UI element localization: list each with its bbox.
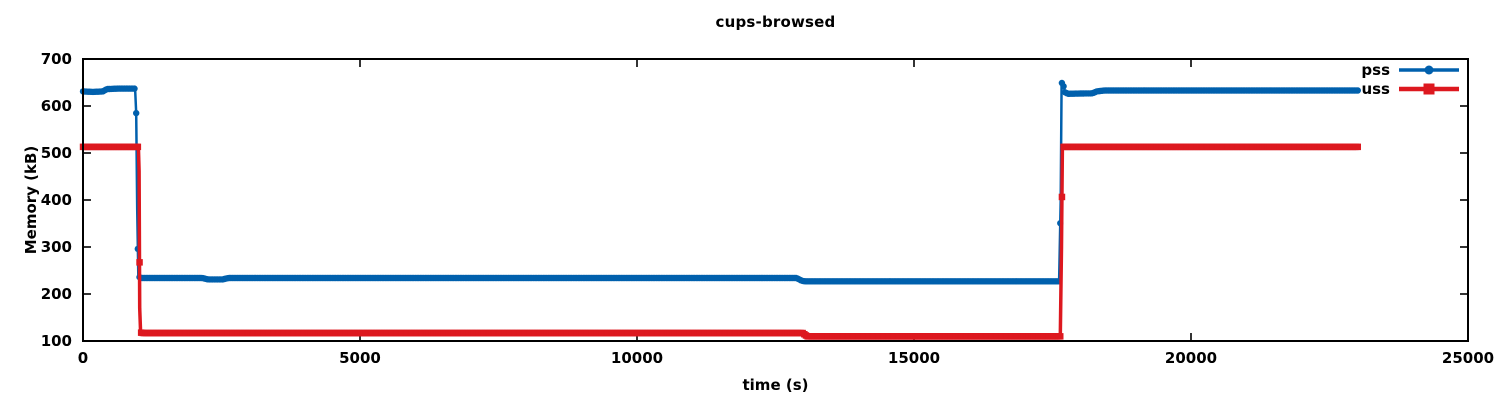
series-uss-points [79,143,1361,340]
y-tick-label: 700 [41,50,72,68]
y-tick-label: 300 [41,238,72,256]
legend-marker-pss-icon [1424,65,1434,75]
legend-item-pss: pss [1361,61,1459,79]
y-tick-label: 600 [41,97,72,115]
x-axis-label: time (s) [742,376,809,394]
y-axis-label: Memory (kB) [22,145,40,255]
y-tick-label: 500 [41,144,72,162]
y-tick-label: 200 [41,285,72,303]
series-uss-line [83,145,1359,339]
x-tick-label: 10000 [611,349,663,367]
series-pss-line [82,81,1359,283]
series-pss-points [79,79,1362,285]
legend-item-uss: uss [1361,80,1459,98]
legend-label-uss: uss [1361,80,1390,98]
x-tick-label: 20000 [1165,349,1217,367]
x-tick-label: 15000 [888,349,940,367]
legend-label-pss: pss [1361,61,1390,79]
plot-border [82,58,1469,342]
legend-marker-uss-icon [1423,83,1435,95]
x-tick-label: 5000 [339,349,381,367]
chart-title: cups-browsed [715,13,836,31]
x-tick-label: 25000 [1442,349,1494,367]
y-tick-label: 400 [41,191,72,209]
y-tick-label: 100 [41,332,72,350]
x-tick-label: 0 [78,349,88,367]
